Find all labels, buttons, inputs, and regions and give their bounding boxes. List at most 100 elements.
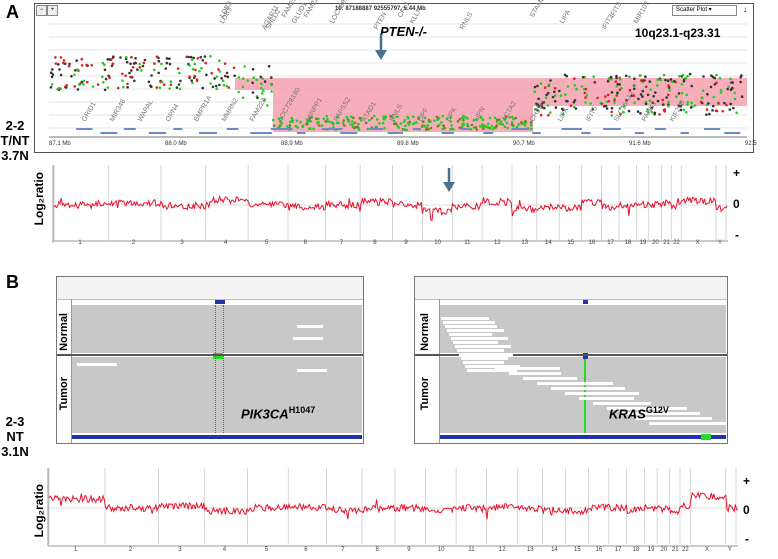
chromosome-label: 7 [341,547,345,553]
cnv-b-minus: - [745,532,749,546]
chromosome-label: 10 [434,240,441,246]
chromosome-label: 9 [404,240,408,246]
cnv-b-plus: + [743,474,751,488]
pten-arrow-icon [375,34,387,60]
chromosome-label: Y [718,240,723,246]
chromosome-label: 8 [375,547,379,553]
chromosome-label: 16 [588,240,596,246]
igv-right-locus-marker [583,300,588,304]
zoom-out-button[interactable]: − [36,5,47,16]
chromosome-label: X [695,240,700,246]
pten-annotation: PTEN-/- [380,24,427,39]
scatter-plot-area [49,23,747,138]
igv-left-normal-reads [72,305,362,353]
chromosome-label: X [705,547,710,553]
chromosome-label: 14 [551,547,558,553]
mb-tick-label: 87.1 Mb [49,141,71,147]
chromosome-label: 5 [264,547,269,553]
igv-left-tumor-label: Tumor [58,377,70,411]
sample-type: NT [6,429,24,444]
chromosome-label: 22 [682,547,689,553]
mb-tick-label: 88.0 Mb [165,141,187,147]
chromosome-label: 5 [265,240,269,246]
chromosome-label: 3 [178,547,182,553]
igv-left-ruler [57,277,363,300]
chromosome-label: 17 [614,547,622,553]
igv-panel-right: Normal Tumor KRASG12V [414,276,728,444]
igv-left-locus-marker [215,300,225,304]
sample-id: 2-2 [5,118,25,133]
chromosome-label: 13 [526,547,534,553]
chromosome-label: 22 [673,240,680,246]
chromosome-label: 15 [567,240,575,246]
zoom-in-button[interactable]: + [47,5,58,16]
cnv-a-zero: 0 [733,197,740,211]
igv-right-gene-track [440,435,726,439]
chromosome-label: 1 [74,547,78,553]
igv-left-gene-track [72,435,362,439]
igv-right-ruler [415,277,727,300]
region-label: 10q23.1-q23.31 [635,26,721,40]
cnv-plot-b [47,468,739,547]
chromosome-label: 10 [437,547,445,553]
chromosome-label: 2 [128,547,133,553]
mb-tick-label: 90.7 Mb [513,141,535,147]
chromosome-label: 18 [632,547,640,553]
chromosome-label: 19 [647,547,655,553]
sample-id: 2-3 [5,414,25,429]
chromosome-label: 12 [498,547,506,553]
panel-a-letter: A [6,2,19,22]
chromosome-label: 16 [595,547,603,553]
sample-ploidy: 3.7N [1,148,29,163]
cnv-a-plus: + [733,166,741,180]
panel-a-sample-label: 2-2 T/NT 3.7N [0,118,30,163]
panel-b-letter: B [6,272,19,292]
igv-panel-left: Normal Tumor PIK3CAH1047 [56,276,364,444]
chromosome-label: 8 [373,240,377,246]
chromosome-label: 15 [574,547,581,553]
cnv-plot-a [52,165,728,243]
chromosome-label: 7 [339,240,344,246]
chromosome-label: 19 [639,240,647,246]
chromosome-label: 18 [624,240,632,246]
igv-right-tumor-label: Tumor [419,377,431,411]
sample-type: T/NT [0,133,30,148]
close-icon[interactable]: ↓ [743,5,747,14]
chromosome-label: 13 [521,240,529,246]
igv-right-normal-label: Normal [419,313,431,351]
chromosome-label: 4 [222,547,227,553]
mb-tick-label: 92.5 [745,141,757,147]
igv-left-mutation-label: PIK3CAH1047 [241,405,316,422]
chromosome-label: 3 [180,240,184,246]
chromosome-label: Y [727,547,732,553]
igv-left-normal-label: Normal [58,313,70,351]
chromosome-label: 17 [607,240,614,246]
genome-browser-panel: − + 10: 87188887 92555797, 5.44 Mb Scatt… [34,0,757,153]
panel-b-sample-label: 2-3 NT 3.1N [0,414,30,459]
chromosome-label: 11 [468,547,475,553]
mb-tick-label: 88.9 Mb [281,141,303,147]
chromosome-label: 2 [131,240,136,246]
chromosome-label: 6 [304,547,308,553]
chromosome-label: 21 [663,240,670,246]
cnv-b-zero: 0 [743,503,750,517]
chromosome-label: 21 [671,547,679,553]
chromosome-label: 12 [494,240,501,246]
chromosome-label: 14 [545,240,552,246]
chromosome-label: 9 [407,547,411,553]
cnv-a-minus: - [735,228,739,242]
igv-right-variant-marker [583,353,588,359]
sample-ploidy: 3.1N [1,444,29,459]
mb-tick-label: 91.6 Mb [629,141,651,147]
chromosome-label: 20 [652,240,659,246]
chromosome-label: 1 [78,240,82,246]
chromosome-label: 4 [224,240,228,246]
igv-right-mutation-label: KRASG12V [609,405,669,422]
chromosome-label: 20 [660,547,668,553]
chromosome-label: 6 [303,240,307,246]
chromosome-label: 11 [464,240,471,246]
igv-left-variant-marker [213,353,223,359]
cnv-a-arrow-icon [443,168,455,192]
mb-tick-label: 89.8 Mb [397,141,419,147]
view-mode-dropdown[interactable]: Scatter Plot ▾ [672,5,737,16]
